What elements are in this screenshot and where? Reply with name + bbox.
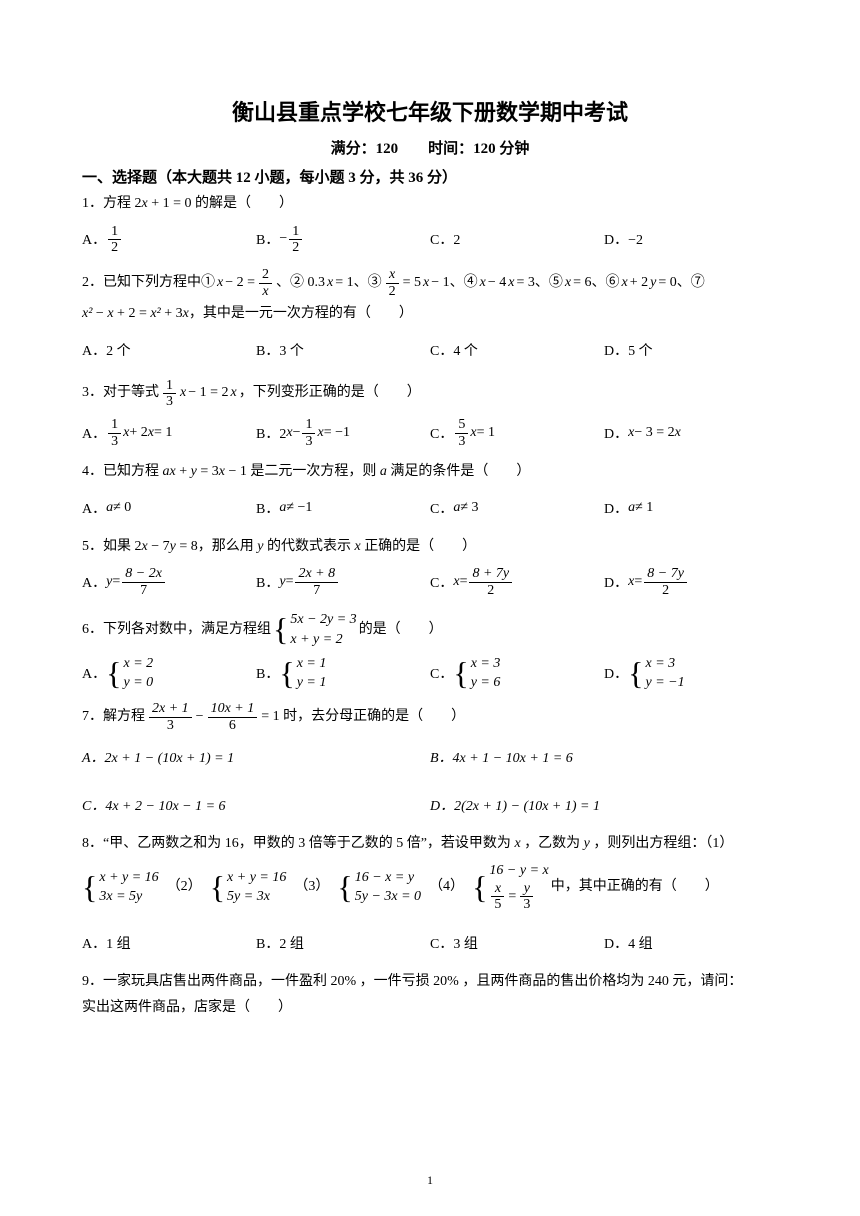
q6-options: A． {x = 2y = 0 B． {x = 1y = 1 C． {x = 3y… [82, 653, 778, 693]
q5-stem: 5．如果 2x − 7y = 8，那么用 y 的代数式表示 x 正确的是（ ） [82, 536, 778, 558]
q3-stem: 3．对于等式 13 x − 1 = 2x，下列变形正确的是（ ） [82, 378, 778, 410]
q5-options: A．y = 8 − 2x7 B．y = 2x + 87 C．x = 8 + 7y… [82, 562, 778, 602]
q2-stem-line2: x² − x + 2 = x² + 3x，其中是一元一次方程的有（ ） [82, 303, 778, 325]
section-header: 一、选择题（本大题共 12 小题，每小题 3 分，共 36 分） [82, 166, 778, 187]
q2-stem-line1: 2．已知下列方程中① x − 2 = 2x 、② 0.3x = 1、③ x2 =… [82, 267, 778, 299]
q7-options-row1: A．2x + 1 − (10x + 1) = 1 B．4x + 1 − 10x … [82, 737, 778, 777]
q1-options: A． 12 B． −12 C．2 D．−2 [82, 219, 778, 259]
q8-systems: {x + y = 163x = 5y （2） {x + y = 165y = 3… [82, 861, 778, 912]
q3-options: A． 13 x + 2x = 1 B．2x − 13 x = −1 C． 53 … [82, 413, 778, 453]
q8-stem-line1: 8．“甲、乙两数之和为 16，甲数的 3 倍等于乙数的 5 倍”，若设甲数为 x… [82, 833, 778, 855]
q4-options: A．a ≠ 0 B．a ≠ −1 C．a ≠ 3 D．a ≠ 1 [82, 488, 778, 528]
q7-options-row2: C．4x + 2 − 10x − 1 = 6 D．2(2x + 1) − (10… [82, 785, 778, 825]
q9-line2: 实出这两件商品，店家是（ ） [82, 997, 778, 1019]
page-number: 1 [0, 1173, 860, 1188]
q6-stem: 6．下列各对数中，满足方程组 {5x − 2y = 3x + y = 2 的是（… [82, 610, 778, 649]
q4-stem: 4．已知方程 ax + y = 3x − 1 是二元一次方程，则 a 满足的条件… [82, 461, 778, 483]
q7-stem: 7．解方程 2x + 13 − 10x + 16 = 1 时，去分母正确的是（ … [82, 701, 778, 733]
page-title: 衡山县重点学校七年级下册数学期中考试 [82, 95, 778, 127]
q1-stem: 1．方程 2x + 1 = 0 的解是（ ） [82, 193, 778, 215]
q8-options: A．1 组 B．2 组 C．3 组 D．4 组 [82, 923, 778, 963]
q2-options: A．2 个 B．3 个 C．4 个 D．5 个 [82, 330, 778, 370]
q9-line1: 9．一家玩具店售出两件商品，一件盈利 20% ，一件亏损 20% ，且两件商品的… [82, 971, 778, 993]
subtitle: 满分：120 时间：120 分钟 [82, 137, 778, 158]
